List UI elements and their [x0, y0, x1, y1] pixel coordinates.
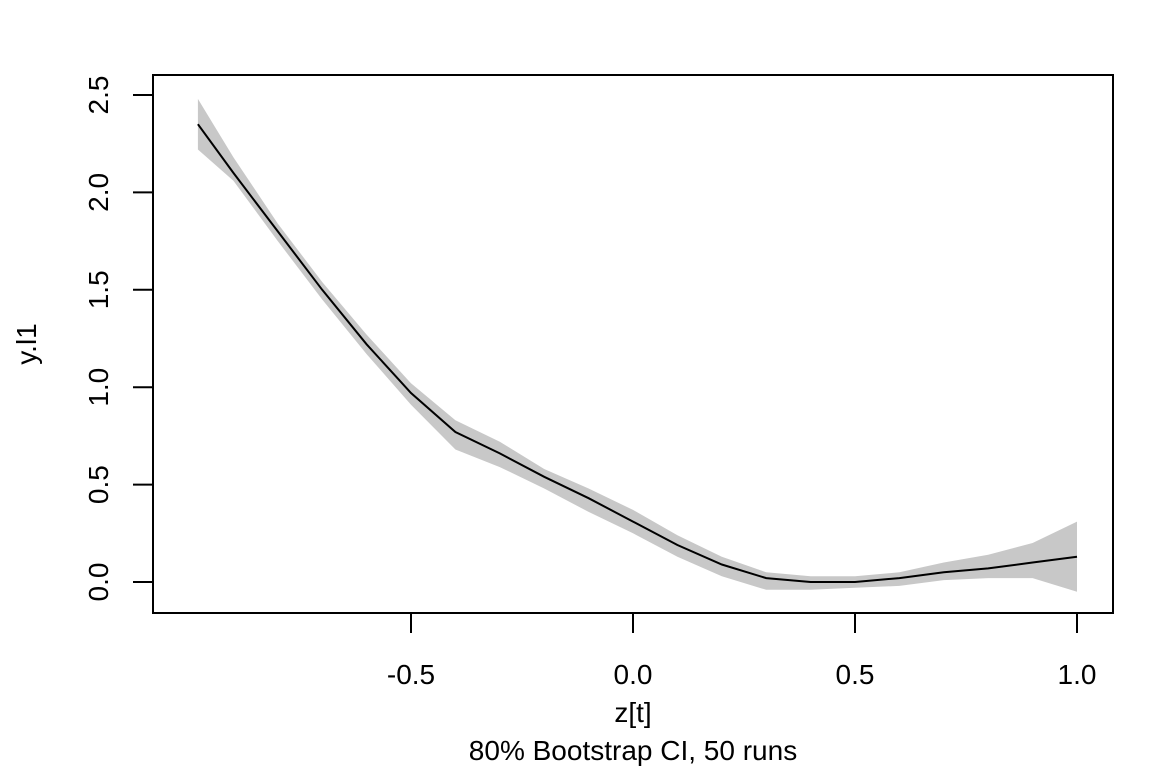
y-axis: 0.0 0.5 1.0 1.5 2.0 2.5 [83, 76, 154, 602]
x-axis-label: z[t] [614, 697, 651, 728]
y-tick-label: 2.5 [83, 76, 114, 115]
y-tick-label: 1.5 [83, 270, 114, 309]
y-tick-label: 1.0 [83, 368, 114, 407]
confidence-band [197, 98, 1077, 592]
y-tick-label: 2.0 [83, 173, 114, 212]
series-line [197, 123, 1078, 583]
x-tick-label: 0.5 [836, 659, 875, 690]
x-tick-label: 0.0 [614, 659, 653, 690]
y-tick-label: 0.0 [83, 563, 114, 602]
x-tick-label: -0.5 [387, 659, 435, 690]
x-tick-label: 1.0 [1058, 659, 1097, 690]
y-axis-label: y.l1 [11, 323, 42, 365]
chart-subtitle: 80% Bootstrap CI, 50 runs [469, 735, 797, 766]
y-tick-label: 0.5 [83, 465, 114, 504]
x-axis: -0.5 0.0 0.5 1.0 [387, 612, 1097, 690]
